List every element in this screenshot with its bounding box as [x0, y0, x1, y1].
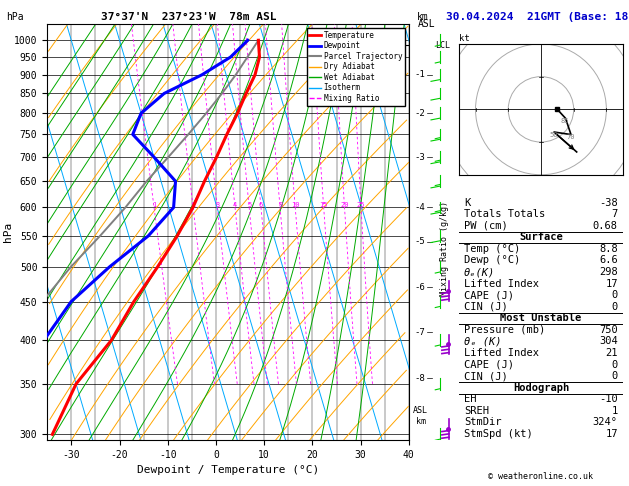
Text: ASL: ASL	[413, 406, 428, 415]
Legend: Temperature, Dewpoint, Parcel Trajectory, Dry Adiabat, Wet Adiabat, Isotherm, Mi: Temperature, Dewpoint, Parcel Trajectory…	[306, 28, 405, 105]
Text: θₑ(K): θₑ(K)	[464, 267, 495, 277]
Text: StmSpd (kt): StmSpd (kt)	[464, 429, 533, 439]
Text: 2: 2	[191, 203, 196, 208]
Text: CAPE (J): CAPE (J)	[464, 360, 514, 370]
Text: 0.68: 0.68	[593, 221, 618, 231]
Text: -4: -4	[415, 203, 425, 212]
Text: 50: 50	[549, 132, 558, 138]
Text: Most Unstable: Most Unstable	[500, 313, 582, 323]
Text: -10: -10	[599, 394, 618, 404]
Text: 17: 17	[605, 429, 618, 439]
Text: Pressure (mb): Pressure (mb)	[464, 325, 545, 335]
Text: 7: 7	[611, 209, 618, 219]
Text: 1: 1	[152, 203, 157, 208]
Text: 70: 70	[566, 135, 575, 140]
Text: EH: EH	[464, 394, 477, 404]
Text: 298: 298	[599, 267, 618, 277]
Text: Mixing Ratio (g/kg): Mixing Ratio (g/kg)	[440, 201, 448, 295]
Text: 10: 10	[291, 203, 299, 208]
Text: 20: 20	[340, 203, 349, 208]
Text: km: km	[416, 417, 426, 426]
Text: K: K	[464, 198, 470, 208]
Text: -5: -5	[415, 238, 425, 246]
Text: 0: 0	[611, 302, 618, 312]
Text: -7: -7	[415, 328, 425, 337]
Text: StmDir: StmDir	[464, 417, 501, 428]
Text: 3: 3	[215, 203, 220, 208]
Text: 6.6: 6.6	[599, 256, 618, 265]
Text: Surface: Surface	[519, 232, 563, 243]
Text: 0: 0	[611, 371, 618, 381]
Text: © weatheronline.co.uk: © weatheronline.co.uk	[489, 472, 593, 481]
Text: 1: 1	[611, 406, 618, 416]
Text: θₑ (K): θₑ (K)	[464, 336, 501, 347]
Text: SREH: SREH	[464, 406, 489, 416]
Text: 0: 0	[611, 290, 618, 300]
Text: LCL: LCL	[435, 41, 450, 50]
Text: 4: 4	[233, 203, 237, 208]
Text: -6: -6	[415, 283, 425, 292]
Text: Hodograph: Hodograph	[513, 383, 569, 393]
Text: hPa: hPa	[6, 12, 24, 22]
Text: 324°: 324°	[593, 417, 618, 428]
Text: 8: 8	[278, 203, 282, 208]
Text: 8.8: 8.8	[599, 244, 618, 254]
Text: -1: -1	[415, 70, 425, 79]
Text: Totals Totals: Totals Totals	[464, 209, 545, 219]
Text: Lifted Index: Lifted Index	[464, 278, 539, 289]
Text: 30.04.2024  21GMT (Base: 18): 30.04.2024 21GMT (Base: 18)	[447, 12, 629, 22]
Text: CIN (J): CIN (J)	[464, 302, 508, 312]
Text: 5: 5	[247, 203, 252, 208]
Y-axis label: hPa: hPa	[3, 222, 13, 242]
Text: 15: 15	[320, 203, 328, 208]
Text: CAPE (J): CAPE (J)	[464, 290, 514, 300]
Text: 304: 304	[599, 336, 618, 347]
Text: ASL: ASL	[418, 19, 435, 30]
Text: -2: -2	[415, 109, 425, 118]
Text: -38: -38	[599, 198, 618, 208]
Text: 750: 750	[599, 325, 618, 335]
X-axis label: Dewpoint / Temperature (°C): Dewpoint / Temperature (°C)	[137, 465, 319, 475]
Text: -3: -3	[415, 153, 425, 161]
Text: PW (cm): PW (cm)	[464, 221, 508, 231]
Text: kt: kt	[459, 34, 470, 43]
Text: 21: 21	[605, 348, 618, 358]
Text: Temp (°C): Temp (°C)	[464, 244, 520, 254]
Text: 37°37'N  237°23'W  78m ASL: 37°37'N 237°23'W 78m ASL	[101, 12, 277, 22]
Text: 17: 17	[605, 278, 618, 289]
Text: 25: 25	[357, 203, 365, 208]
Text: 6: 6	[259, 203, 263, 208]
Text: km: km	[418, 12, 429, 22]
Text: CIN (J): CIN (J)	[464, 371, 508, 381]
Text: Lifted Index: Lifted Index	[464, 348, 539, 358]
Text: -8: -8	[415, 374, 425, 383]
Text: 0: 0	[611, 360, 618, 370]
Text: 85: 85	[560, 118, 569, 124]
Text: Dewp (°C): Dewp (°C)	[464, 256, 520, 265]
